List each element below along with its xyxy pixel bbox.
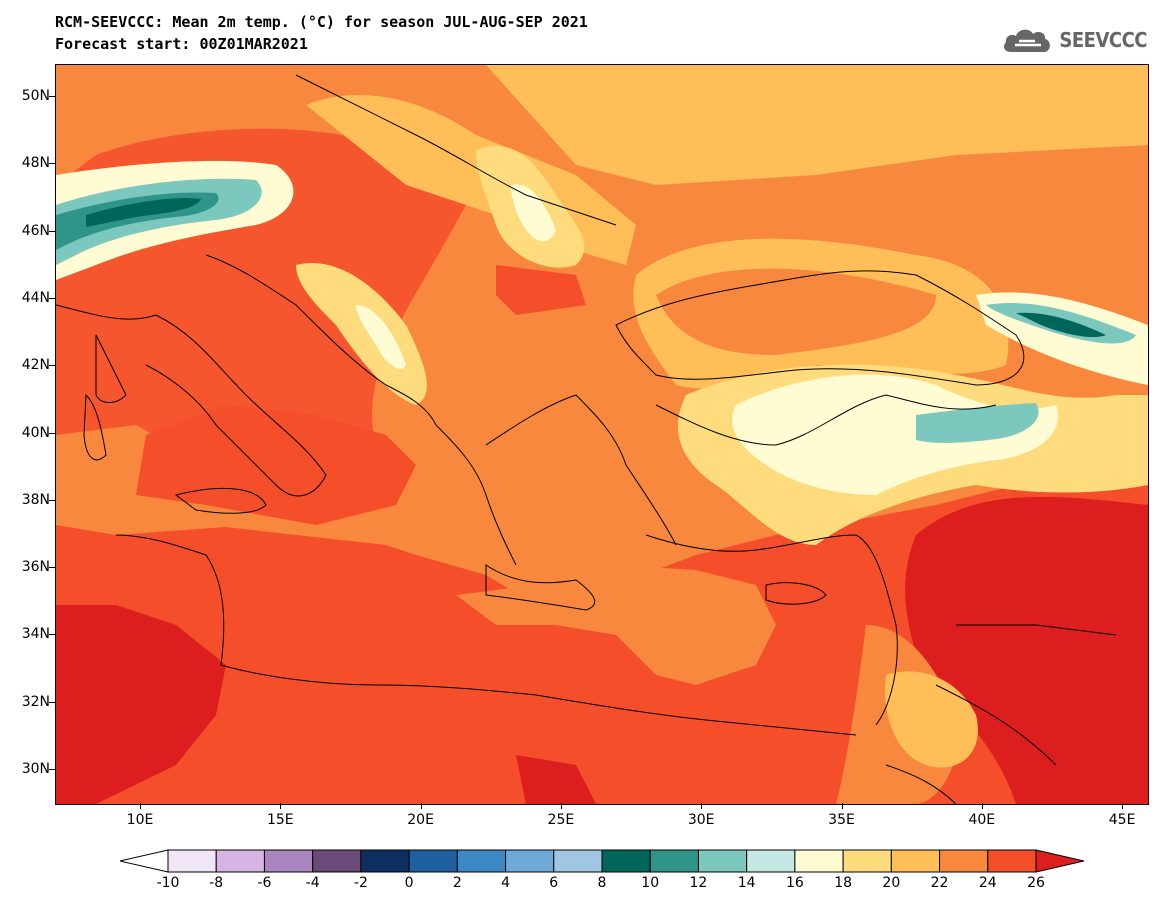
colorbar-segment <box>553 849 603 873</box>
lat-label: 36N <box>21 559 50 576</box>
lat-label: 44N <box>21 289 50 306</box>
colorbar-label: 10 <box>641 875 660 891</box>
lat-tick <box>49 96 55 97</box>
lat-label: 38N <box>21 491 50 508</box>
colorbar-segment <box>842 849 892 873</box>
forecast-start-label: Forecast start: 00Z01MAR2021 <box>55 35 308 53</box>
lat-label: 30N <box>21 761 50 777</box>
seevccc-logo: SEEVCCC <box>1001 26 1147 54</box>
colorbar-segment <box>987 849 1037 873</box>
lon-label: 45E <box>1108 812 1136 828</box>
lon-tick <box>420 803 422 809</box>
lat-tick <box>49 769 55 770</box>
colorbar-segment <box>890 849 941 873</box>
colorbar-segment <box>312 849 362 873</box>
colorbar-segment <box>263 849 314 873</box>
colorbar-segment <box>649 849 699 873</box>
lon-tick <box>841 803 843 809</box>
lon-label: 20E <box>407 812 434 828</box>
lat-label: 42N <box>21 357 50 374</box>
colorbar-segment <box>215 849 265 873</box>
lat-tick <box>49 163 55 165</box>
lon-label: 15E <box>266 812 294 828</box>
colorbar-label: 16 <box>785 875 804 891</box>
lat-tick <box>49 567 55 569</box>
lon-label: 40E <box>968 812 996 828</box>
temperature-map <box>55 64 1149 805</box>
lat-label: 48N <box>21 155 50 172</box>
colorbar-label: 4 <box>501 875 511 891</box>
colorbar-label: -10 <box>156 875 180 891</box>
lon-tick <box>701 803 703 809</box>
lon-label: 30E <box>687 812 715 828</box>
lon-label: 10E <box>126 812 154 828</box>
logo-text: SEEVCCC <box>1059 28 1147 52</box>
colorbar-segment <box>456 849 507 873</box>
lon-tick <box>280 803 282 809</box>
colorbar-label: 20 <box>882 875 901 891</box>
lat-tick <box>49 230 55 232</box>
colorbar-label: 0 <box>404 875 414 891</box>
lat-label: 50N <box>21 88 50 104</box>
colorbar-segment <box>360 849 410 873</box>
lat-label: 34N <box>21 626 50 643</box>
colorbar-segment <box>167 849 217 873</box>
colorbar-min-arrow <box>120 849 169 873</box>
lat-tick <box>49 432 55 434</box>
colorbar-segment <box>746 849 796 873</box>
colorbar-label: 14 <box>737 875 756 891</box>
colorbar-label: -8 <box>209 875 224 891</box>
colorbar-label: -4 <box>305 875 320 891</box>
colorbar-label: 26 <box>1027 875 1045 891</box>
colorbar-label: 18 <box>834 875 853 891</box>
lat-tick <box>49 499 55 501</box>
lon-tick <box>560 803 562 809</box>
lat-label: 46N <box>21 222 50 239</box>
coastlines-borders <box>56 74 1117 804</box>
temperature-field <box>56 65 1148 804</box>
colorbar-label: 8 <box>597 875 607 891</box>
lat-label: 40N <box>21 424 50 441</box>
colorbar-segment <box>601 849 651 873</box>
map-title: RCM-SEEVCCC: Mean 2m temp. (°C) for seas… <box>55 13 588 31</box>
lat-tick <box>49 365 55 367</box>
colorbar-label: 12 <box>689 875 708 891</box>
colorbar-label: 24 <box>978 875 997 891</box>
lon-label: 25E <box>547 812 575 828</box>
colorbar-label: -2 <box>353 875 368 891</box>
lat-label: 32N <box>21 693 50 710</box>
colorbar-label: 22 <box>930 875 949 891</box>
colorbar-segment <box>794 849 844 873</box>
colorbar <box>120 849 1084 873</box>
colorbar-segment <box>408 849 458 873</box>
colorbar-label: 6 <box>549 875 559 891</box>
cloud-icon <box>1004 29 1051 52</box>
lat-tick <box>49 634 55 636</box>
colorbar-segment <box>505 849 555 873</box>
lat-tick <box>49 297 55 299</box>
lon-label: 35E <box>828 812 855 828</box>
colorbar-max-arrow <box>1035 849 1084 873</box>
lon-tick <box>981 803 983 809</box>
colorbar-label: 2 <box>452 875 462 891</box>
lat-tick <box>49 701 55 703</box>
colorbar-label: -6 <box>257 875 272 891</box>
lon-tick <box>140 803 141 809</box>
lon-tick <box>1122 803 1124 809</box>
colorbar-segment <box>939 849 989 873</box>
colorbar-segment <box>697 849 748 873</box>
